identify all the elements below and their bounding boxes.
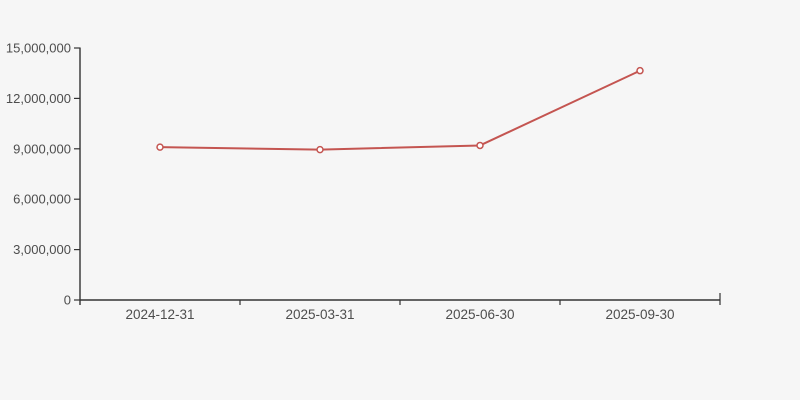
- y-axis-tick-label: 9,000,000: [13, 141, 71, 156]
- x-axis-tick-label: 2025-09-30: [605, 307, 674, 322]
- y-axis-tick-label: 6,000,000: [13, 192, 71, 207]
- y-axis-tick-label: 15,000,000: [6, 41, 71, 56]
- x-axis-tick-label: 2025-03-31: [285, 307, 354, 322]
- x-axis-tick-label: 2024-12-31: [125, 307, 194, 322]
- y-axis-tick-label: 0: [64, 293, 71, 308]
- y-axis-tick-label: 12,000,000: [6, 91, 71, 106]
- x-axis-tick-label: 2025-06-30: [445, 307, 514, 322]
- data-point-marker[interactable]: [476, 141, 484, 150]
- data-point-marker[interactable]: [156, 143, 164, 151]
- y-axis-tick-label: 3,000,000: [13, 242, 71, 257]
- data-point-marker[interactable]: [636, 66, 644, 75]
- data-point-marker[interactable]: [316, 145, 324, 154]
- series-line: [159, 69, 641, 151]
